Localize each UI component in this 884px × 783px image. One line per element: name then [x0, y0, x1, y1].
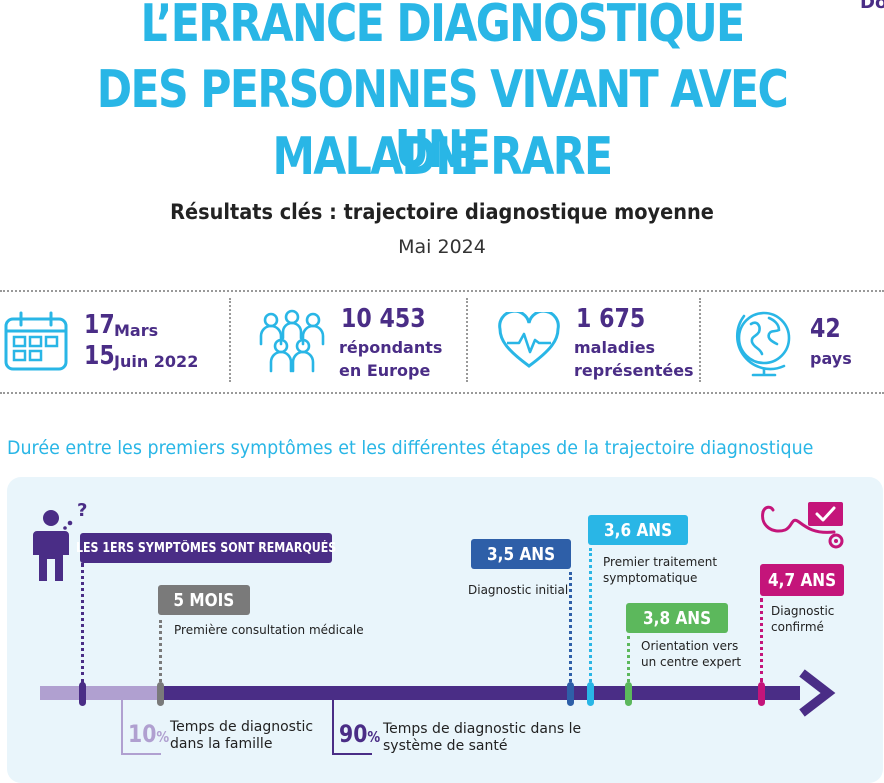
diseases-label-2: représentées	[574, 361, 694, 380]
stats-bottom-divider	[0, 392, 884, 394]
first-symptoms-tag: LES 1ERS SYMPTÔMES SONT REMARQUÉS	[76, 533, 336, 563]
treatment-label-2: symptomatique	[603, 571, 698, 585]
stethoscope-icon	[761, 502, 844, 549]
title-line-2: DES PERSONNES VIVANT AVEC UNE	[96, 60, 789, 180]
expert-center-marker-line	[627, 636, 630, 682]
treatment-tick	[587, 682, 594, 706]
calendar-icon	[4, 311, 68, 371]
treatment-marker-line	[589, 548, 592, 682]
timeline-section-title: Durée entre les premiers symptômes et le…	[7, 437, 814, 459]
globe-icon	[735, 311, 791, 377]
confirmed-diagnosis-marker-line	[760, 598, 763, 682]
family-phase-bar	[40, 686, 162, 700]
publication-date: Mai 2024	[398, 236, 486, 258]
stats-top-divider	[0, 290, 884, 292]
countries-label: pays	[810, 349, 852, 368]
diseases-count: 1 675	[576, 304, 646, 334]
consultation-tick	[157, 682, 164, 706]
heart-icon	[498, 312, 560, 368]
confirmed-diagnosis-tick	[758, 682, 765, 706]
family-percent: 10%	[128, 720, 170, 748]
countries-count: 42	[810, 314, 841, 344]
respondents-label-1: répondants	[339, 338, 443, 357]
expert-center-label-1: Orientation vers	[641, 639, 739, 653]
period-end-day: 15	[84, 341, 115, 371]
consultation-label: Première consultation médicale	[174, 623, 364, 637]
period-start-month: Mars	[114, 321, 159, 340]
confirmed-diagnosis-tag: 4,7 ANS	[760, 564, 844, 596]
consultation-tag: 5 MOIS	[158, 585, 250, 615]
health-system-percent: 90%	[339, 720, 381, 748]
period-start-day: 17	[84, 310, 115, 340]
expert-center-tick	[625, 682, 632, 706]
family-label-2: dans la famille	[170, 736, 273, 752]
first-symptoms-marker-line	[81, 563, 84, 683]
subtitle: Résultats clés : trajectoire diagnostiqu…	[170, 200, 714, 224]
timeline-panel	[7, 477, 883, 783]
expert-center-tag: 3,8 ANS	[626, 603, 728, 633]
period-end-month: Juin 2022	[114, 352, 199, 371]
question-mark: ?	[77, 500, 88, 521]
health-system-label-1: Temps de diagnostic dans le	[383, 721, 582, 737]
title-line-1: L’ERRANCE DIAGNOSTIQUE	[140, 0, 745, 54]
consultation-marker-line	[159, 620, 162, 682]
family-bracket	[121, 700, 161, 755]
health-system-phase-bar	[160, 686, 800, 700]
stats-divider	[699, 298, 701, 382]
family-label-1: Temps de diagnostic	[170, 719, 314, 735]
person-icon	[33, 510, 73, 581]
confirmed-diagnosis-label-2: confirmé	[771, 620, 824, 634]
health-system-label-2: système de santé	[383, 738, 508, 754]
confirmed-diagnosis-label-1: Diagnostic	[771, 604, 835, 618]
initial-diagnosis-marker-line	[569, 572, 572, 682]
people-icon	[259, 309, 325, 373]
arrow-head-icon	[799, 669, 836, 717]
respondents-count: 10 453	[341, 304, 426, 334]
health-system-bracket	[332, 700, 372, 755]
diseases-label-1: maladies	[574, 338, 656, 357]
corner-text-fragment: Do	[860, 0, 884, 13]
treatment-label-1: Premier traitement	[603, 555, 718, 569]
respondents-label-2: en Europe	[339, 361, 431, 380]
first-symptoms-tick	[79, 682, 86, 706]
initial-diagnosis-label: Diagnostic initial	[468, 583, 569, 597]
stats-divider	[229, 298, 231, 382]
expert-center-label-2: un centre expert	[641, 655, 742, 669]
initial-diagnosis-tag: 3,5 ANS	[471, 539, 571, 569]
title-line-3: MALADIE RARE	[272, 127, 614, 187]
stats-divider	[466, 298, 468, 382]
initial-diagnosis-tick	[567, 682, 574, 706]
treatment-tag: 3,6 ANS	[588, 515, 688, 545]
